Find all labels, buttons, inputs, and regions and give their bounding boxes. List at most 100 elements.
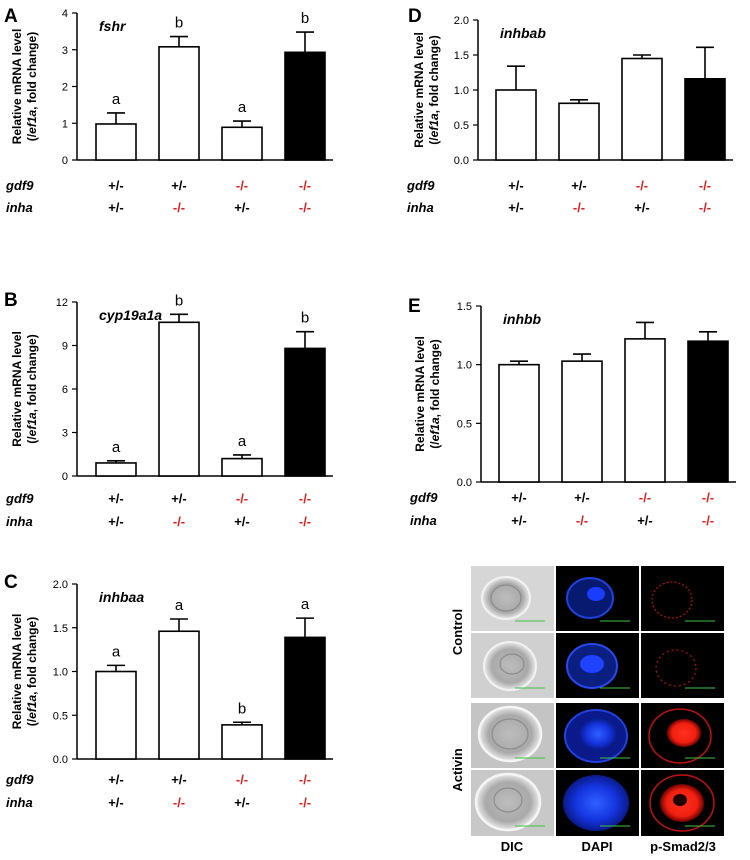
y-tick-label: 0.5	[53, 710, 68, 722]
y-axis-label-line-1: Relative mRNA level	[10, 29, 24, 145]
inha-row-label: inha	[6, 795, 33, 810]
gdf9-genotype: +/-	[108, 491, 124, 506]
y-tick-label: 1	[62, 118, 68, 130]
y-axis-label-gene: ef1a	[25, 110, 39, 134]
gdf9-genotype: +/-	[574, 490, 590, 505]
significance-letter: a	[238, 99, 247, 116]
column-label-p-smad: p-Smad2/3	[650, 839, 716, 854]
inha-genotype: -/-	[173, 200, 185, 215]
y-axis-label-gene: ef1a	[428, 417, 442, 441]
gdf9-genotype: -/-	[236, 178, 248, 193]
bar	[221, 126, 263, 161]
dic-cell	[474, 772, 542, 832]
significance-letter: b	[301, 10, 309, 27]
dic-cell-nucleus	[491, 718, 529, 750]
y-axis-label-line-1: Relative mRNA level	[10, 331, 24, 447]
bar	[687, 340, 729, 483]
inha-genotype: +/-	[234, 200, 250, 215]
bar	[498, 363, 540, 483]
significance-letter: a	[112, 439, 121, 456]
p-smad-cell-outline	[648, 708, 712, 764]
y-axis-label: Relative mRNA level(/ef1a, fold change)	[10, 614, 39, 730]
bar	[684, 78, 726, 161]
gdf9-genotype: +/-	[171, 772, 187, 787]
y-tick-label: 1.0	[454, 85, 469, 97]
bar	[284, 51, 326, 161]
bar	[95, 123, 137, 161]
significance-letter: a	[175, 597, 184, 614]
panel-letter: E	[408, 296, 421, 317]
inha-genotype: -/-	[299, 200, 311, 215]
y-axis-label-line-1: Relative mRNA level	[413, 336, 427, 452]
y-axis-label-pre: (/	[427, 137, 441, 145]
dic-cell-nucleus	[490, 584, 522, 612]
bar	[221, 457, 263, 477]
gene-title: cyp19a1a	[99, 307, 162, 323]
dic-cell-nucleus	[493, 787, 523, 813]
gdf9-genotype: -/-	[636, 178, 648, 193]
dapi-cell-nucleus	[587, 587, 605, 601]
y-tick-label: 1.5	[454, 50, 469, 62]
column-label-dic: DIC	[501, 839, 524, 854]
p-smad-image	[641, 566, 724, 631]
p-smad-nucleus	[673, 794, 687, 806]
y-axis-label-pre: (/	[25, 436, 39, 444]
inha-genotype: +/-	[234, 795, 250, 810]
inha-genotype: +/-	[508, 200, 524, 215]
gdf9-genotype: -/-	[299, 178, 311, 193]
y-axis-label-post: , fold change)	[25, 32, 39, 110]
significance-letter: b	[238, 700, 246, 717]
dapi-cell	[563, 775, 629, 831]
y-tick-label: 3	[62, 45, 68, 57]
bar	[621, 57, 663, 161]
inha-row-label: inha	[410, 513, 437, 528]
p-smad-cell-outline	[649, 774, 715, 832]
y-axis-label: Relative mRNA level(/ef1a, fold change)	[412, 32, 441, 148]
dic-cell	[477, 705, 543, 763]
y-axis-label-post: , fold change)	[25, 334, 39, 412]
y-axis-label-post: , fold change)	[25, 617, 39, 695]
y-tick-label: 0.0	[457, 477, 472, 489]
significance-letter: a	[112, 643, 121, 660]
y-tick-label: 6	[62, 384, 68, 396]
gdf9-genotype: -/-	[236, 491, 248, 506]
gdf9-genotype: +/-	[171, 178, 187, 193]
gdf9-genotype: +/-	[511, 490, 527, 505]
y-axis-label-gene: ef1a	[25, 412, 39, 436]
y-axis-label-line-2: (/ef1a, fold change)	[25, 32, 39, 141]
y-tick-label: 0	[62, 155, 68, 167]
row-label-activin: Activin	[450, 748, 465, 791]
activin-row-1	[471, 703, 724, 768]
significance-letter: a	[112, 91, 121, 108]
bar	[95, 670, 137, 760]
panel-letter: D	[408, 6, 422, 27]
gdf9-genotype: +/-	[171, 491, 187, 506]
gdf9-genotype: +/-	[108, 178, 124, 193]
p-smad-signal	[651, 581, 693, 619]
bar	[561, 360, 603, 483]
inha-row-label: inha	[407, 200, 434, 215]
row-label-control: Control	[450, 609, 465, 655]
inha-row-label: inha	[6, 514, 33, 529]
y-tick-label: 0.0	[53, 754, 68, 766]
dapi-cell-nucleus	[580, 655, 604, 673]
gene-title: inhbab	[500, 25, 546, 41]
significance-letter: b	[175, 15, 183, 32]
y-axis-label-gene: ef1a	[25, 695, 39, 719]
gdf9-genotype: -/-	[699, 178, 711, 193]
inha-genotype: -/-	[299, 795, 311, 810]
bar	[558, 102, 600, 161]
y-tick-label: 0	[62, 471, 68, 483]
y-tick-label: 1.5	[457, 301, 472, 313]
bar	[284, 347, 326, 477]
y-axis-label-pre: (/	[25, 718, 39, 726]
y-axis-label: Relative mRNA level(/ef1a, fold change)	[10, 29, 39, 145]
y-axis-label-line-2: (/ef1a, fold change)	[428, 339, 442, 448]
y-axis-label-line-1: Relative mRNA level	[10, 614, 24, 730]
inha-genotype: +/-	[234, 514, 250, 529]
gdf9-genotype: +/-	[108, 772, 124, 787]
inha-genotype: +/-	[511, 513, 527, 528]
